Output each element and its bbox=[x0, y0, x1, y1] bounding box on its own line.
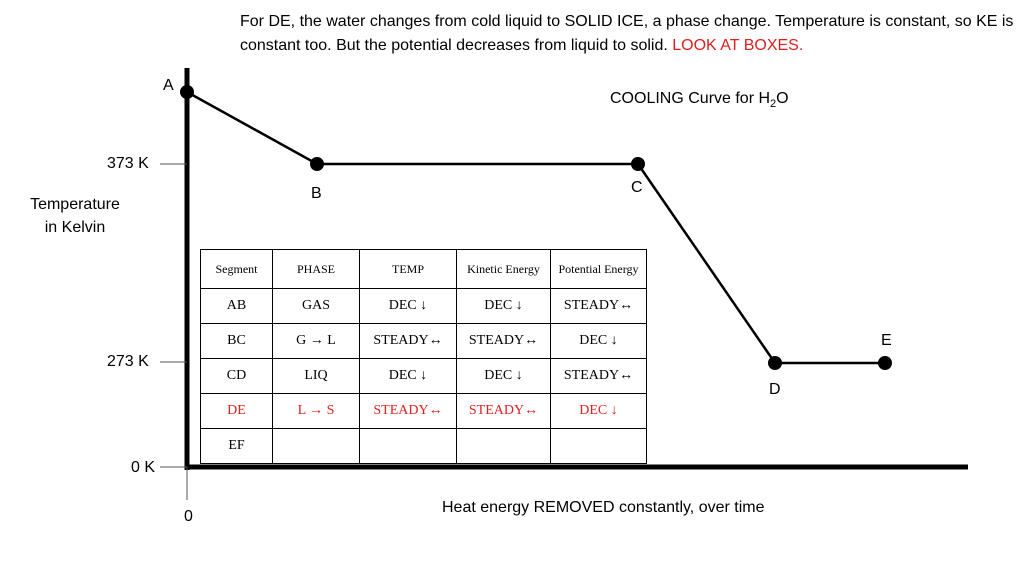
table-cell: GAS bbox=[272, 288, 360, 324]
y-tick-273-label: 273 K bbox=[107, 353, 149, 370]
point-c-marker bbox=[631, 157, 645, 171]
table-row: BC G → L STEADY↔ STEADY↔ DEC ↓ bbox=[200, 323, 647, 359]
table-cell: BC bbox=[200, 323, 273, 359]
x-axis-title: Heat energy REMOVED constantly, over tim… bbox=[442, 499, 765, 516]
table-row: EF bbox=[200, 428, 647, 464]
table-header-cell: PHASE bbox=[272, 249, 360, 289]
table-cell: DE bbox=[200, 393, 273, 429]
table-cell: STEADY↔ bbox=[456, 393, 551, 429]
point-b-label: B bbox=[311, 185, 322, 202]
point-d-marker bbox=[768, 356, 782, 370]
note-highlight: LOOK AT BOXES. bbox=[672, 37, 804, 54]
table-cell: LIQ bbox=[272, 358, 360, 394]
table-cell: EF bbox=[200, 428, 273, 464]
point-e-marker bbox=[878, 356, 892, 370]
table-header-cell: Potential Energy bbox=[550, 249, 647, 289]
table-row: AB GAS DEC ↓ DEC ↓ STEADY↔ bbox=[200, 288, 647, 324]
point-a-label: A bbox=[163, 77, 174, 94]
table-cell: STEADY↔ bbox=[359, 393, 457, 429]
table-cell bbox=[359, 428, 457, 464]
table-cell: CD bbox=[200, 358, 273, 394]
table-cell: STEADY↔ bbox=[550, 358, 647, 394]
table-cell bbox=[550, 428, 647, 464]
table-cell: AB bbox=[200, 288, 273, 324]
table-cell: DEC ↓ bbox=[456, 288, 551, 324]
x-origin-label: 0 bbox=[184, 508, 193, 525]
point-b-marker bbox=[310, 157, 324, 171]
y-axis-title-line2: in Kelvin bbox=[44, 219, 106, 236]
explanation-note: For DE, the water changes from cold liqu… bbox=[240, 10, 1020, 58]
table-header-cell: TEMP bbox=[359, 249, 457, 289]
table-cell: DEC ↓ bbox=[550, 393, 647, 429]
table-cell: STEADY↔ bbox=[359, 323, 457, 359]
table-row-highlighted: DE L → S STEADY↔ STEADY↔ DEC ↓ bbox=[200, 393, 647, 429]
table-header-row: Segment PHASE TEMP Kinetic Energy Potent… bbox=[200, 249, 647, 289]
table-cell: L → S bbox=[272, 393, 360, 429]
note-text: For DE, the water changes from cold liqu… bbox=[240, 13, 1014, 54]
y-tick-0-label: 0 K bbox=[131, 459, 156, 476]
chart-title-main: COOLING Curve for H bbox=[610, 90, 771, 107]
energy-table: Segment PHASE TEMP Kinetic Energy Potent… bbox=[200, 249, 647, 464]
table-cell: DEC ↓ bbox=[359, 358, 457, 394]
y-axis-title-line1: Temperature bbox=[30, 196, 120, 213]
chart-title-tail: O bbox=[776, 90, 789, 107]
table-cell bbox=[272, 428, 360, 464]
table-header-cell: Kinetic Energy bbox=[456, 249, 551, 289]
table-cell: STEADY↔ bbox=[456, 323, 551, 359]
table-header-cell: Segment bbox=[200, 249, 273, 289]
point-c-label: C bbox=[631, 179, 643, 196]
table-cell: G → L bbox=[272, 323, 360, 359]
table-cell: DEC ↓ bbox=[456, 358, 551, 394]
chart-title: COOLING Curve for H2O bbox=[610, 90, 789, 110]
point-d-label: D bbox=[769, 381, 781, 398]
point-a-marker bbox=[180, 85, 194, 99]
table-cell: DEC ↓ bbox=[359, 288, 457, 324]
table-row: CD LIQ DEC ↓ DEC ↓ STEADY↔ bbox=[200, 358, 647, 394]
table-cell bbox=[456, 428, 551, 464]
table-cell: DEC ↓ bbox=[550, 323, 647, 359]
y-axis-title: Temperature in Kelvin bbox=[10, 193, 140, 239]
point-e-label: E bbox=[881, 332, 892, 349]
table-cell: STEADY↔ bbox=[550, 288, 647, 324]
chart-title-subscript: 2 bbox=[770, 98, 777, 111]
y-tick-373-label: 373 K bbox=[107, 155, 149, 172]
